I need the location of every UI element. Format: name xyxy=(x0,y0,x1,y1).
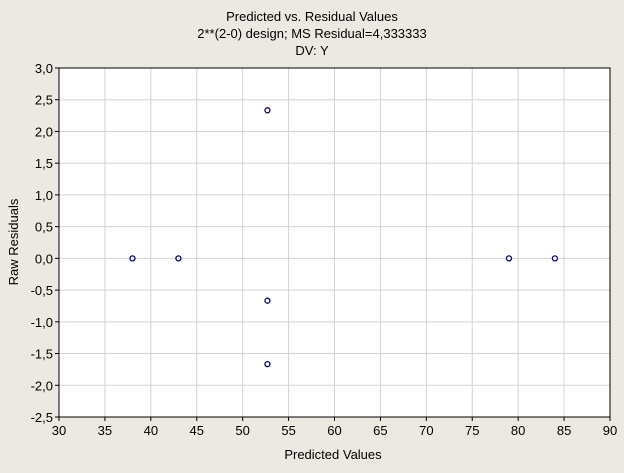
x-tick-label: 50 xyxy=(235,423,249,438)
y-tick-label: -0,5 xyxy=(31,283,53,298)
x-tick-label: 80 xyxy=(511,423,525,438)
x-tick-label: 60 xyxy=(327,423,341,438)
y-tick-label: -2,5 xyxy=(31,410,53,425)
plot-border xyxy=(58,67,611,418)
x-tick-label: 45 xyxy=(190,423,204,438)
y-tick-label: 1,5 xyxy=(35,156,53,171)
data-point xyxy=(264,360,271,368)
x-tick-label: 70 xyxy=(419,423,433,438)
y-axis-label: Raw Residuals xyxy=(6,198,21,285)
x-tick-label: 40 xyxy=(144,423,158,438)
x-tick-label: 35 xyxy=(98,423,112,438)
chart-title: Predicted vs. Residual Values xyxy=(226,9,398,24)
y-tick-label: 3,0 xyxy=(35,61,53,76)
x-tick-label: 30 xyxy=(52,423,66,438)
y-tick-label: 0,5 xyxy=(35,220,53,235)
data-point xyxy=(175,255,182,262)
y-tick-label: -1,0 xyxy=(31,315,53,330)
x-tick-label: 55 xyxy=(281,423,295,438)
data-point xyxy=(129,255,136,262)
x-tick-label: 65 xyxy=(373,423,387,438)
data-point xyxy=(264,297,271,304)
y-tick-label: -1,5 xyxy=(31,347,53,362)
y-tick-label: 1,0 xyxy=(35,188,53,203)
chart-subtitle: 2**(2-0) design; MS Residual=4,333333 xyxy=(197,26,426,41)
y-tick-label: 2,0 xyxy=(35,124,53,139)
x-tick-label: 90 xyxy=(603,423,617,438)
grid-lines xyxy=(58,67,611,418)
x-tick-label: 85 xyxy=(557,423,571,438)
x-axis-ticks: 30 35 40 45 50 55 60 65 70 75 80 85 90 xyxy=(52,417,617,438)
data-point xyxy=(264,107,271,114)
data-point xyxy=(505,255,513,262)
y-axis-ticks: 3,0 2,5 2,0 1,5 1,0 0,5 0,0 -0,5 -1,0 -1,5 -2,0 -2,… xyxy=(31,61,59,425)
data-points xyxy=(129,107,559,368)
data-point xyxy=(551,255,559,262)
x-axis-label: Predicted Values xyxy=(284,447,382,462)
x-tick-label: 75 xyxy=(465,423,479,438)
chart-subtitle-dv: DV: Y xyxy=(295,43,329,58)
y-tick-label: 0,0 xyxy=(35,251,53,266)
y-tick-label: -2,0 xyxy=(31,378,53,393)
y-tick-label: 2,5 xyxy=(35,93,53,108)
